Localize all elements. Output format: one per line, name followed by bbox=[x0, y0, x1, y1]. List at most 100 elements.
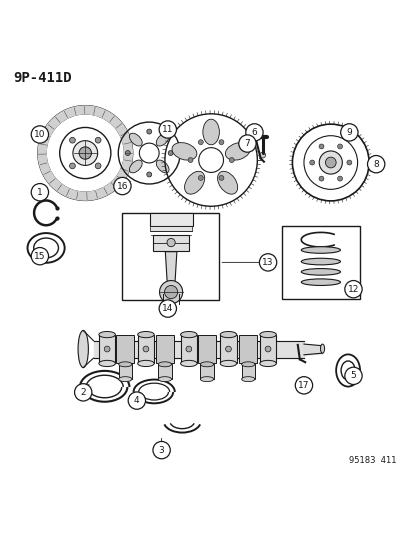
Circle shape bbox=[104, 346, 110, 352]
Circle shape bbox=[152, 441, 170, 459]
Bar bbox=[149, 213, 192, 226]
Circle shape bbox=[337, 176, 342, 181]
Circle shape bbox=[168, 302, 173, 307]
Ellipse shape bbox=[301, 279, 339, 286]
Circle shape bbox=[309, 160, 314, 165]
Ellipse shape bbox=[129, 133, 142, 146]
Circle shape bbox=[259, 152, 265, 158]
Text: 14: 14 bbox=[162, 304, 173, 313]
Circle shape bbox=[95, 163, 101, 169]
Circle shape bbox=[344, 367, 361, 384]
Text: 9P-411D: 9P-411D bbox=[13, 70, 71, 85]
Ellipse shape bbox=[158, 377, 171, 382]
Circle shape bbox=[245, 124, 263, 141]
Bar bbox=[150, 226, 191, 231]
Circle shape bbox=[198, 175, 203, 180]
Ellipse shape bbox=[119, 377, 132, 382]
Circle shape bbox=[185, 346, 191, 352]
Circle shape bbox=[95, 138, 101, 143]
Circle shape bbox=[325, 157, 335, 168]
Circle shape bbox=[218, 140, 223, 144]
Circle shape bbox=[159, 121, 176, 138]
Circle shape bbox=[229, 158, 234, 163]
Ellipse shape bbox=[301, 259, 339, 265]
Text: 17: 17 bbox=[297, 381, 309, 390]
Ellipse shape bbox=[180, 360, 197, 367]
Text: 13: 13 bbox=[262, 258, 273, 267]
Ellipse shape bbox=[156, 133, 169, 146]
Circle shape bbox=[69, 138, 75, 143]
Text: 95183  411: 95183 411 bbox=[349, 456, 396, 465]
Bar bbox=[281, 227, 359, 298]
Text: 15: 15 bbox=[34, 252, 45, 261]
Circle shape bbox=[225, 346, 231, 352]
Circle shape bbox=[367, 156, 384, 173]
Ellipse shape bbox=[158, 362, 171, 367]
Bar bbox=[220, 335, 236, 364]
Text: 7: 7 bbox=[244, 139, 250, 148]
Circle shape bbox=[146, 129, 151, 134]
Ellipse shape bbox=[119, 362, 132, 367]
Circle shape bbox=[31, 183, 48, 201]
Polygon shape bbox=[165, 252, 176, 286]
Circle shape bbox=[318, 144, 323, 149]
Ellipse shape bbox=[171, 143, 197, 160]
Ellipse shape bbox=[129, 160, 142, 173]
Bar bbox=[158, 364, 171, 379]
Circle shape bbox=[337, 144, 342, 149]
Circle shape bbox=[218, 175, 223, 180]
Text: 9: 9 bbox=[346, 128, 351, 137]
Circle shape bbox=[114, 177, 131, 195]
Circle shape bbox=[340, 124, 357, 141]
Text: 11: 11 bbox=[161, 125, 173, 134]
Circle shape bbox=[159, 280, 182, 304]
Ellipse shape bbox=[156, 160, 169, 173]
Circle shape bbox=[79, 147, 91, 159]
Ellipse shape bbox=[78, 330, 88, 368]
Ellipse shape bbox=[220, 332, 236, 338]
Circle shape bbox=[166, 238, 175, 247]
Ellipse shape bbox=[138, 360, 154, 367]
Text: 5: 5 bbox=[350, 372, 356, 381]
Bar bbox=[155, 335, 173, 364]
Text: 6: 6 bbox=[251, 128, 257, 137]
Circle shape bbox=[73, 141, 97, 165]
Ellipse shape bbox=[99, 360, 115, 367]
Ellipse shape bbox=[99, 332, 115, 338]
Bar bbox=[239, 335, 257, 364]
Text: 10: 10 bbox=[34, 130, 45, 139]
Bar bbox=[116, 335, 134, 364]
Ellipse shape bbox=[301, 269, 339, 275]
Circle shape bbox=[168, 150, 173, 156]
Text: 3: 3 bbox=[158, 446, 164, 455]
Text: 8: 8 bbox=[373, 160, 378, 168]
Bar bbox=[119, 364, 132, 379]
Ellipse shape bbox=[259, 360, 275, 367]
Text: 4: 4 bbox=[134, 396, 139, 405]
Text: 1: 1 bbox=[37, 188, 43, 197]
Text: 12: 12 bbox=[347, 285, 358, 294]
Circle shape bbox=[318, 176, 323, 181]
Ellipse shape bbox=[241, 377, 254, 382]
Circle shape bbox=[125, 150, 130, 156]
Text: 16: 16 bbox=[116, 182, 128, 190]
Ellipse shape bbox=[320, 344, 324, 353]
Bar bbox=[200, 364, 213, 379]
Ellipse shape bbox=[200, 362, 213, 367]
Circle shape bbox=[346, 160, 351, 165]
Circle shape bbox=[146, 172, 151, 177]
Bar bbox=[138, 335, 154, 364]
Ellipse shape bbox=[225, 143, 249, 160]
Circle shape bbox=[74, 384, 92, 401]
Circle shape bbox=[143, 346, 148, 352]
Circle shape bbox=[198, 140, 203, 144]
Circle shape bbox=[128, 392, 145, 409]
Bar bbox=[152, 235, 189, 251]
Circle shape bbox=[318, 151, 342, 174]
Ellipse shape bbox=[184, 171, 204, 194]
Circle shape bbox=[265, 346, 270, 352]
Bar bbox=[241, 364, 254, 379]
Ellipse shape bbox=[217, 171, 237, 194]
Circle shape bbox=[31, 126, 48, 143]
Bar bbox=[180, 335, 197, 364]
